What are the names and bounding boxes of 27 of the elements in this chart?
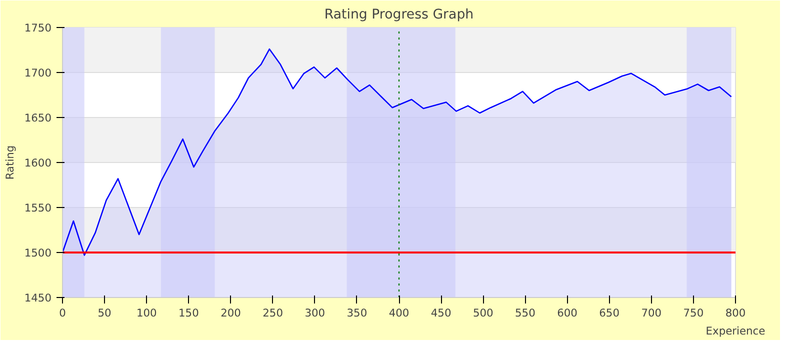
- x-tick-label: 0: [59, 306, 66, 320]
- x-tick-label: 250: [262, 306, 284, 320]
- x-tick-label: 50: [98, 306, 112, 320]
- y-tick-label: 1700: [24, 66, 52, 80]
- x-tick-label: 750: [683, 306, 704, 320]
- x-tick-label: 550: [515, 306, 536, 320]
- x-tick-label: 500: [472, 306, 494, 320]
- y-tick-label: 1500: [24, 246, 52, 260]
- y-tick-label: 1650: [24, 112, 52, 124]
- x-tick-label: 600: [557, 306, 578, 320]
- y-tick-label: 1750: [24, 22, 52, 34]
- y-tick-label: 1550: [24, 202, 52, 214]
- chart-title: Rating Progress Graph: [324, 8, 474, 22]
- x-tick-label: 450: [430, 306, 452, 320]
- y-tick-label: 1600: [24, 156, 52, 170]
- x-tick-label: 650: [599, 306, 620, 320]
- x-tick-label: 150: [178, 306, 200, 320]
- x-tick-label: 200: [220, 306, 242, 320]
- x-tick-label: 400: [388, 306, 410, 320]
- x-tick-label: 700: [641, 306, 662, 320]
- x-tick-label: 350: [346, 306, 368, 320]
- x-tick-label: 100: [136, 306, 158, 320]
- y-axis-title: Rating: [3, 145, 16, 180]
- x-tick-label: 300: [304, 306, 326, 320]
- x-tick-label: 800: [725, 306, 746, 320]
- y-tick-label: 1450: [24, 292, 52, 304]
- x-axis-title: Experience: [706, 324, 766, 338]
